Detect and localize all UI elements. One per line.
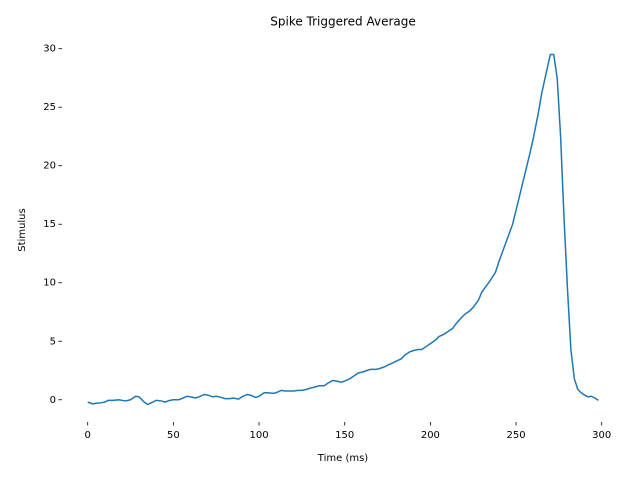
x-tick-label: 50 bbox=[167, 430, 180, 441]
x-axis-label: Time (ms) bbox=[317, 453, 369, 464]
x-tick-label: 0 bbox=[85, 430, 91, 441]
y-tick-label: 0 bbox=[50, 395, 56, 406]
y-tick-label: 5 bbox=[50, 336, 56, 347]
y-tick-label: 20 bbox=[43, 161, 56, 172]
y-tick-label: 15 bbox=[43, 219, 56, 230]
y-axis-label: Stimulus bbox=[17, 208, 28, 251]
x-tick-label: 250 bbox=[507, 430, 526, 441]
y-tick-label: 10 bbox=[43, 278, 56, 289]
y-tick-label: 30 bbox=[43, 44, 56, 55]
chart-title: Spike Triggered Average bbox=[270, 15, 416, 29]
data-line bbox=[87, 53, 599, 406]
x-tick-label: 300 bbox=[592, 430, 611, 441]
x-tick-label: 100 bbox=[249, 430, 268, 441]
x-tick-label: 150 bbox=[335, 430, 354, 441]
y-tick-label: 25 bbox=[43, 102, 56, 113]
x-tick-label: 200 bbox=[421, 430, 440, 441]
